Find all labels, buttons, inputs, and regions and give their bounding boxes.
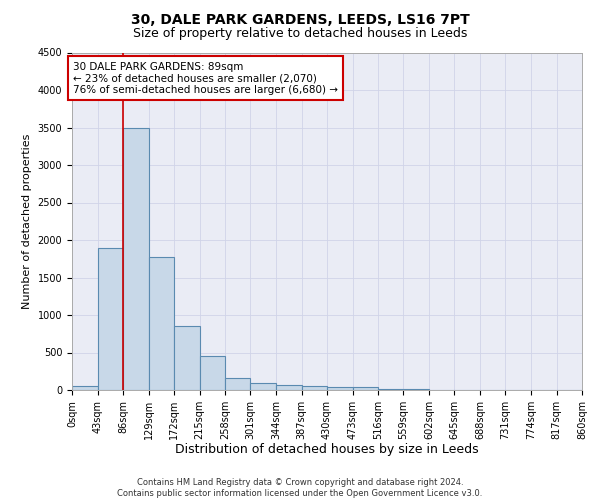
Bar	[72, 386, 97, 390]
Bar	[327, 387, 353, 390]
Bar	[302, 386, 327, 390]
Text: Size of property relative to detached houses in Leeds: Size of property relative to detached ho…	[133, 28, 467, 40]
Text: 30, DALE PARK GARDENS, LEEDS, LS16 7PT: 30, DALE PARK GARDENS, LEEDS, LS16 7PT	[131, 12, 469, 26]
Bar	[123, 128, 149, 390]
Bar	[378, 389, 403, 390]
Text: 30 DALE PARK GARDENS: 89sqm
← 23% of detached houses are smaller (2,070)
76% of : 30 DALE PARK GARDENS: 89sqm ← 23% of det…	[73, 62, 338, 94]
Y-axis label: Number of detached properties: Number of detached properties	[22, 134, 32, 309]
X-axis label: Distribution of detached houses by size in Leeds: Distribution of detached houses by size …	[175, 444, 479, 456]
Bar	[199, 356, 225, 390]
Bar	[174, 326, 199, 390]
Bar	[225, 378, 251, 390]
Bar	[276, 385, 302, 390]
Bar	[149, 256, 174, 390]
Bar	[251, 382, 276, 390]
Bar	[97, 248, 123, 390]
Bar	[353, 388, 378, 390]
Text: Contains HM Land Registry data © Crown copyright and database right 2024.
Contai: Contains HM Land Registry data © Crown c…	[118, 478, 482, 498]
